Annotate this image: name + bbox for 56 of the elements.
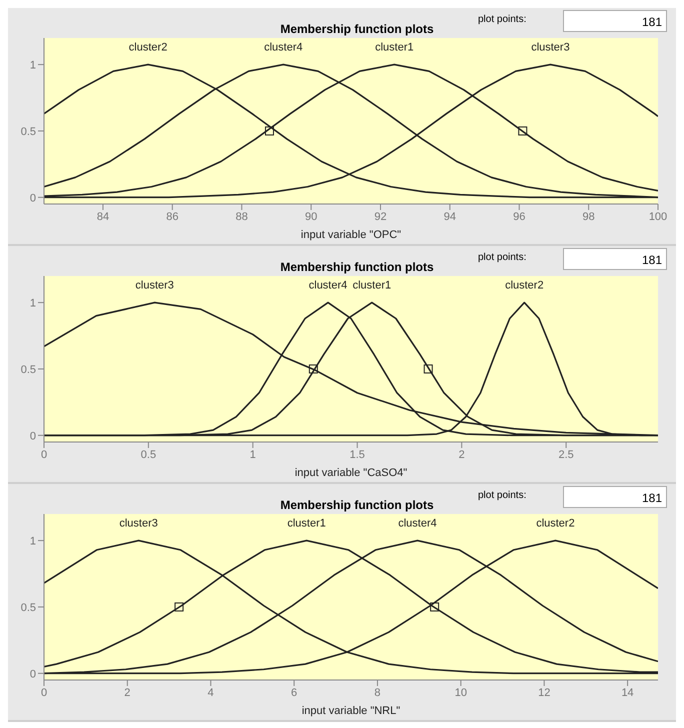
y-tick-label: 1 bbox=[30, 59, 36, 72]
x-tick-label: 2.5 bbox=[558, 448, 574, 461]
x-tick-label: 100 bbox=[648, 210, 668, 223]
series-label: cluster4 bbox=[398, 518, 437, 530]
x-tick-label: 94 bbox=[444, 210, 456, 223]
y-tick-label: 0 bbox=[30, 192, 36, 204]
x-axis-title: input variable "CaSO4" bbox=[294, 467, 408, 479]
x-tick-label: 2 bbox=[458, 448, 465, 461]
y-tick-label: 0.5 bbox=[20, 364, 36, 376]
series-label: cluster1 bbox=[375, 42, 414, 54]
x-tick-label: 1.5 bbox=[350, 448, 365, 461]
x-tick-label: 0 bbox=[40, 686, 48, 699]
x-tick-label: 10 bbox=[454, 686, 467, 699]
chart-title: Membership function plots bbox=[280, 260, 434, 274]
x-tick-label: 96 bbox=[513, 210, 526, 223]
series-label: cluster3 bbox=[119, 518, 158, 530]
x-tick-label: 4 bbox=[208, 686, 214, 699]
series-label: cluster3 bbox=[531, 42, 570, 54]
x-tick-label: 6 bbox=[291, 686, 298, 699]
text: 181 bbox=[563, 248, 667, 270]
x-tick-label: 92 bbox=[374, 210, 387, 223]
x-tick-label: 86 bbox=[166, 210, 178, 223]
x-tick-label: 90 bbox=[304, 210, 318, 223]
y-tick-label: 1 bbox=[30, 535, 36, 548]
x-tick-label: 8 bbox=[374, 686, 381, 699]
text: plot points: bbox=[478, 14, 526, 25]
y-tick-label: 0.5 bbox=[20, 602, 36, 614]
y-tick-label: 0 bbox=[30, 668, 36, 680]
series-label: cluster4 bbox=[308, 280, 348, 292]
chart-title: Membership function plots bbox=[280, 498, 434, 512]
series-label: cluster3 bbox=[135, 280, 174, 292]
x-axis-title: input variable "NRL" bbox=[302, 705, 400, 717]
x-tick-label: 98 bbox=[582, 210, 595, 223]
text: plot points: bbox=[478, 252, 526, 263]
text: plot points: bbox=[478, 490, 526, 501]
y-tick-label: 0 bbox=[30, 430, 36, 442]
x-tick-label: 12 bbox=[538, 686, 550, 699]
series-label: cluster2 bbox=[536, 518, 575, 530]
x-tick-label: 14 bbox=[621, 686, 634, 699]
x-tick-label: 2 bbox=[124, 686, 130, 699]
x-tick-label: 1 bbox=[250, 448, 256, 461]
x-axis-title: input variable "OPC" bbox=[300, 229, 402, 241]
text: 181 bbox=[563, 486, 667, 508]
series-label: cluster1 bbox=[287, 518, 326, 530]
series-label: cluster2 bbox=[128, 42, 168, 54]
x-tick-label: 88 bbox=[236, 210, 248, 223]
y-tick-label: 1 bbox=[30, 297, 36, 310]
series-label: cluster4 bbox=[264, 42, 303, 54]
x-tick-label: 0 bbox=[40, 448, 48, 461]
chart-title: Membership function plots bbox=[280, 22, 434, 36]
text: 181 bbox=[563, 10, 667, 32]
series-label: cluster2 bbox=[505, 280, 544, 292]
x-tick-label: 84 bbox=[96, 210, 110, 223]
series-label: cluster1 bbox=[352, 280, 392, 292]
y-tick-label: 0.5 bbox=[20, 126, 36, 138]
x-tick-label: 0.5 bbox=[140, 448, 156, 461]
